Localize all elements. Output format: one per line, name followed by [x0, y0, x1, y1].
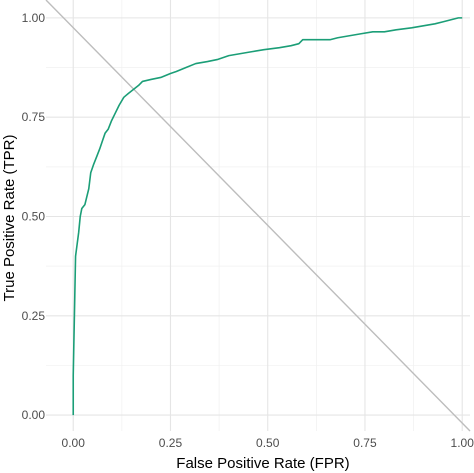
x-tick-label: 0.50	[256, 436, 280, 450]
x-axis-label: False Positive Rate (FPR)	[176, 455, 349, 472]
grid	[46, 0, 470, 431]
y-tick-label: 0.75	[22, 110, 46, 124]
y-tick-label: 0.00	[22, 408, 46, 422]
x-tick-label: 0.00	[62, 436, 86, 450]
x-tick-label: 0.75	[353, 436, 377, 450]
y-tick-label: 0.50	[22, 209, 46, 223]
y-tick-label: 0.25	[22, 309, 46, 323]
reference-line-layer	[45, 0, 471, 432]
roc-curve	[72, 17, 463, 416]
x-tick-label: 0.25	[159, 436, 183, 450]
roc-curve-layer	[72, 17, 463, 416]
x-tick-label: 1.00	[451, 436, 474, 450]
x-axis-ticks: 0.00 0.25 0.50 0.75 1.00	[62, 436, 474, 450]
y-axis-ticks: 0.00 0.25 0.50 0.75 1.00	[22, 11, 46, 422]
y-axis-label: True Positive Rate (TPR)	[1, 135, 18, 302]
y-tick-label: 1.00	[22, 11, 46, 25]
reference-diagonal-line	[45, 0, 471, 432]
